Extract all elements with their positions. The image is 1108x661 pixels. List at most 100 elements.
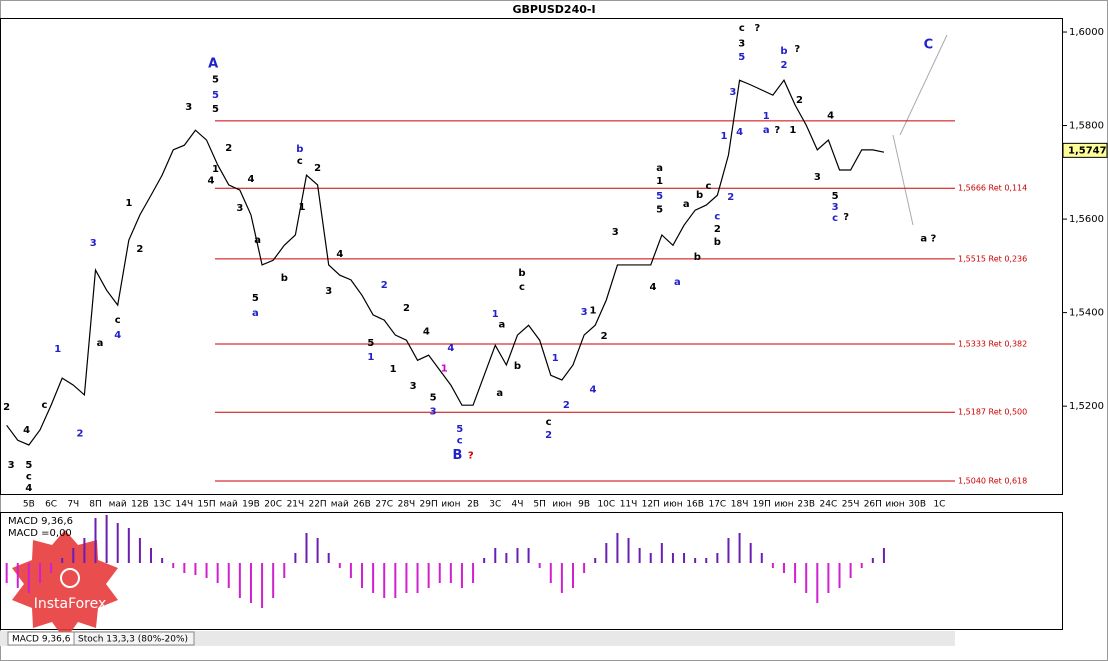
macd-bar <box>794 563 797 583</box>
macd-bar <box>427 563 430 588</box>
x-tick-label: 30В <box>908 500 926 510</box>
tab-label: MACD 9,36,6 <box>12 635 71 645</box>
fib-label: 1,5666 Ret 0,114 <box>958 184 1027 193</box>
macd-bar <box>172 563 175 568</box>
wave-label: 4 <box>736 127 743 138</box>
macd-bar <box>560 563 563 593</box>
macd-bar <box>94 518 97 563</box>
macd-bar <box>849 563 852 578</box>
wave-label: c <box>706 181 712 192</box>
wave-label: 2 <box>714 224 721 235</box>
tab[interactable] <box>73 631 195 646</box>
macd-bar <box>638 548 641 563</box>
wave-label: 2 <box>225 143 232 154</box>
wave-label: 2 <box>136 244 143 255</box>
wave-label: c <box>41 400 47 411</box>
wave-label: A <box>208 56 218 71</box>
macd-bar <box>838 563 841 588</box>
macd-bar <box>760 553 763 563</box>
x-tick-label: 5В <box>23 500 35 510</box>
x-tick-label: 8П <box>89 500 102 510</box>
wave-label: 2 <box>601 331 608 342</box>
logo-icon <box>60 568 80 588</box>
y-tick-label: 1,5200 <box>1069 401 1104 412</box>
wave-label: b <box>694 252 701 263</box>
wave-label: 5 <box>212 74 219 85</box>
wave-label: 3 <box>8 460 15 471</box>
wave-label: a <box>97 338 104 349</box>
wave-label: 5 <box>430 392 437 403</box>
wave-label: 3 <box>236 203 243 214</box>
wave-label: 3 <box>738 38 745 49</box>
x-tick-label: 21Ч <box>287 500 305 510</box>
wave-label: 4 <box>247 174 254 185</box>
wave-label: 4 <box>447 343 454 354</box>
wave-label: 1 <box>552 353 559 364</box>
macd-bar <box>38 563 41 583</box>
wave-label: 1 <box>590 305 597 316</box>
wave-label: B <box>453 448 463 463</box>
wave-label: 5 <box>252 293 259 304</box>
wave-label: 5 <box>656 191 663 202</box>
x-tick-label: июн <box>774 500 793 510</box>
x-tick-label: 4Ч <box>512 500 524 510</box>
x-tick-label: 1С <box>933 500 945 510</box>
tab-bar <box>0 631 955 646</box>
macd-bar <box>727 538 730 563</box>
wave-label: a <box>683 199 690 210</box>
wave-label: 5 <box>212 90 219 101</box>
wave-label: c <box>297 156 303 167</box>
wave-label: 3 <box>90 238 97 249</box>
wave-label: 1 <box>789 125 796 136</box>
macd-bar <box>283 563 286 578</box>
macd-bar <box>782 563 785 573</box>
macd-bar <box>860 563 863 568</box>
macd-bar <box>105 515 108 563</box>
macd-bar <box>549 563 552 583</box>
macd-bar <box>5 563 8 583</box>
wave-label: 1 <box>721 131 728 142</box>
wave-label: 4 <box>336 249 343 260</box>
current-price-box <box>1062 142 1108 158</box>
x-tick-label: 29П <box>420 500 438 510</box>
wave-label: a <box>763 125 770 136</box>
wave-label: c <box>115 315 121 326</box>
x-tick-label: июн <box>663 500 682 510</box>
macd-bar <box>694 558 697 563</box>
wave-label: ? <box>774 125 780 136</box>
macd-bar <box>150 548 153 563</box>
macd-bar <box>238 563 241 598</box>
wave-label: a <box>674 277 681 288</box>
y-tick-label: 1,5400 <box>1069 308 1104 319</box>
macd-bar <box>616 533 619 563</box>
macd-bar <box>527 548 530 563</box>
x-tick-label: 11Ч <box>620 500 638 510</box>
wave-label: 5 <box>656 204 663 215</box>
y-tick-label: 1,5800 <box>1069 121 1104 132</box>
wave-label: 3 <box>612 227 619 238</box>
x-tick-label: май <box>331 500 349 510</box>
x-tick-label: 22П <box>308 500 326 510</box>
wave-label: b <box>281 273 288 284</box>
x-tick-label: 14Ч <box>176 500 194 510</box>
macd-bar <box>205 563 208 578</box>
projection-line <box>892 134 914 226</box>
wave-label: c <box>832 213 838 224</box>
wave-label: 2 <box>545 430 552 441</box>
wave-label: 3 <box>430 406 437 417</box>
wave-label: 4 <box>590 384 597 395</box>
fib-label: 1,5187 Ret 0,500 <box>958 408 1027 417</box>
macd-bar <box>738 533 741 563</box>
x-tick-label: июн <box>552 500 571 510</box>
macd-bar <box>127 528 130 563</box>
macd-bar <box>349 563 352 578</box>
tab-label: Stoch 13,3,3 (80%-20%) <box>78 635 188 645</box>
projection-line <box>899 34 948 136</box>
macd-bar <box>194 563 197 575</box>
macd-bar <box>572 563 574 588</box>
macd-bar <box>649 553 652 563</box>
wave-label: a <box>252 308 259 319</box>
wave-label: C <box>924 38 934 53</box>
macd-bar <box>771 563 774 568</box>
macd-bar <box>483 558 486 563</box>
